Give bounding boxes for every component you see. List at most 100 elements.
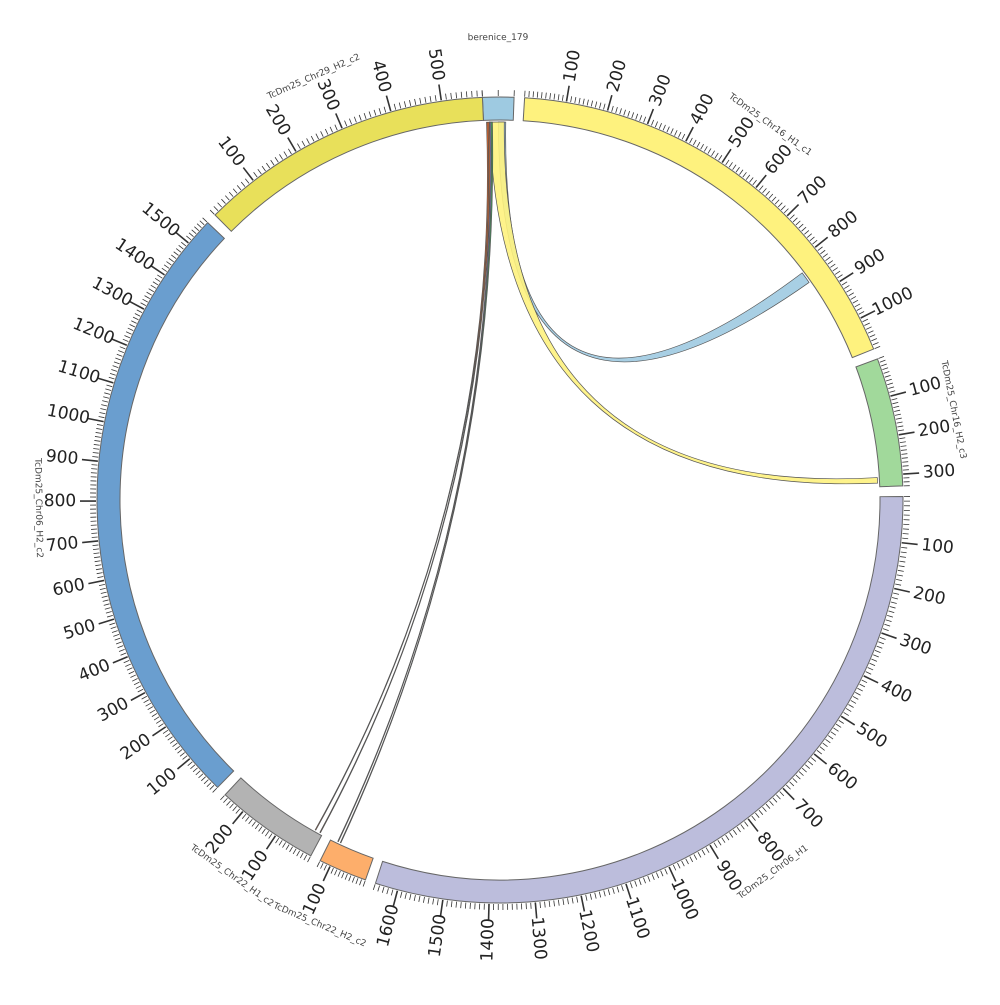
- minor-tick: [790, 215, 794, 219]
- tick-label: 300: [312, 76, 343, 114]
- minor-tick: [101, 405, 107, 406]
- tick-label: 100: [907, 373, 944, 401]
- tick-label: 400: [367, 58, 395, 95]
- minor-tick: [550, 93, 551, 99]
- major-tick: [648, 109, 654, 124]
- segment-tcdm25-chr16-h2-c3[interactable]: [856, 359, 903, 487]
- minor-tick: [855, 304, 860, 307]
- minor-tick: [799, 224, 803, 228]
- minor-tick: [739, 170, 743, 175]
- minor-tick: [886, 379, 892, 381]
- tick-label: 900: [851, 245, 889, 279]
- minor-tick: [221, 199, 225, 203]
- tick-label: 1200: [70, 314, 118, 349]
- minor-tick: [379, 108, 381, 114]
- minor-tick: [599, 892, 600, 898]
- minor-tick: [891, 602, 897, 604]
- segment-berenice-179[interactable]: [482, 97, 514, 120]
- minor-tick: [704, 146, 707, 151]
- minor-tick: [813, 240, 818, 244]
- minor-tick: [901, 454, 907, 455]
- minor-tick: [828, 261, 833, 265]
- minor-tick: [104, 393, 110, 395]
- minor-tick: [134, 682, 139, 685]
- minor-tick: [897, 422, 903, 423]
- minor-tick: [663, 125, 665, 130]
- minor-tick: [628, 111, 630, 117]
- major-tick: [890, 392, 905, 396]
- minor-tick: [586, 895, 587, 901]
- tick-label: 500: [61, 615, 98, 644]
- minor-tick: [123, 339, 129, 341]
- tick-label: 900: [45, 446, 79, 469]
- minor-tick: [884, 372, 890, 374]
- major-tick: [899, 432, 915, 435]
- major-tick: [722, 149, 731, 162]
- tick-label: 500: [853, 718, 891, 752]
- minor-tick: [718, 840, 721, 845]
- minor-tick: [899, 561, 905, 562]
- minor-tick: [130, 675, 135, 678]
- minor-tick: [661, 871, 663, 877]
- minor-tick: [271, 160, 274, 165]
- minor-tick: [571, 96, 572, 102]
- minor-tick: [279, 840, 282, 845]
- segment-tcdm25-chr22-h2-c2[interactable]: [320, 840, 373, 880]
- minor-tick: [382, 887, 384, 893]
- link-berenice-chr22h2[interactable]: [338, 122, 492, 842]
- minor-tick: [622, 885, 624, 891]
- minor-tick: [617, 887, 619, 893]
- minor-tick: [297, 144, 300, 149]
- minor-tick: [226, 801, 230, 805]
- minor-tick: [116, 642, 122, 644]
- segment-name-tcdm25-chr06-h2-c2: TcDm25_Chr06_H2_c2: [32, 457, 44, 558]
- minor-tick: [223, 798, 227, 802]
- major-tick: [267, 836, 276, 849]
- minor-tick: [899, 566, 905, 567]
- minor-tick: [127, 668, 132, 670]
- minor-tick: [394, 104, 396, 110]
- link-berenice-chr22h1[interactable]: [315, 122, 489, 830]
- minor-tick: [673, 865, 676, 870]
- major-tick: [608, 95, 612, 110]
- minor-tick: [93, 448, 99, 449]
- minor-tick: [144, 700, 149, 703]
- minor-tick: [128, 328, 133, 331]
- minor-tick: [218, 203, 222, 207]
- minor-tick: [428, 898, 429, 904]
- minor-tick: [568, 898, 569, 904]
- tick-label: 1300: [88, 273, 136, 311]
- major-tick: [902, 543, 918, 545]
- minor-tick: [885, 375, 891, 377]
- segment-tcdm25-chr06-h1[interactable]: [375, 496, 903, 903]
- minor-tick: [701, 144, 704, 149]
- minor-tick: [203, 218, 207, 222]
- minor-tick: [902, 462, 908, 463]
- link-berenice-chr22h2[interactable]: [340, 122, 492, 843]
- minor-tick: [94, 553, 100, 554]
- minor-tick: [95, 561, 101, 562]
- minor-tick: [708, 148, 711, 153]
- minor-tick: [200, 221, 204, 225]
- minor-tick: [177, 749, 182, 753]
- major-tick: [439, 84, 441, 100]
- segment-tcdm25-chr29-h2-c2[interactable]: [215, 97, 483, 231]
- segment-tcdm25-chr22-h1-c2[interactable]: [225, 778, 321, 856]
- segment-name-berenice-179: berenice_179: [468, 33, 529, 43]
- minor-tick: [595, 893, 596, 899]
- segment-tcdm25-chr16-h1-c1[interactable]: [523, 98, 873, 358]
- major-tick: [336, 113, 342, 128]
- link-berenice-chr22h1[interactable]: [320, 122, 490, 833]
- tick-label: 1500: [138, 198, 184, 241]
- link-berenice-chr16h1[interactable]: [498, 122, 809, 362]
- minor-tick: [715, 153, 718, 158]
- minor-tick: [93, 545, 99, 546]
- minor-tick: [316, 134, 319, 139]
- minor-tick: [176, 249, 181, 253]
- minor-tick: [94, 440, 100, 441]
- minor-tick: [844, 712, 849, 715]
- minor-tick: [859, 311, 864, 314]
- minor-tick: [360, 880, 362, 886]
- minor-tick: [887, 383, 893, 385]
- major-tick: [814, 754, 826, 764]
